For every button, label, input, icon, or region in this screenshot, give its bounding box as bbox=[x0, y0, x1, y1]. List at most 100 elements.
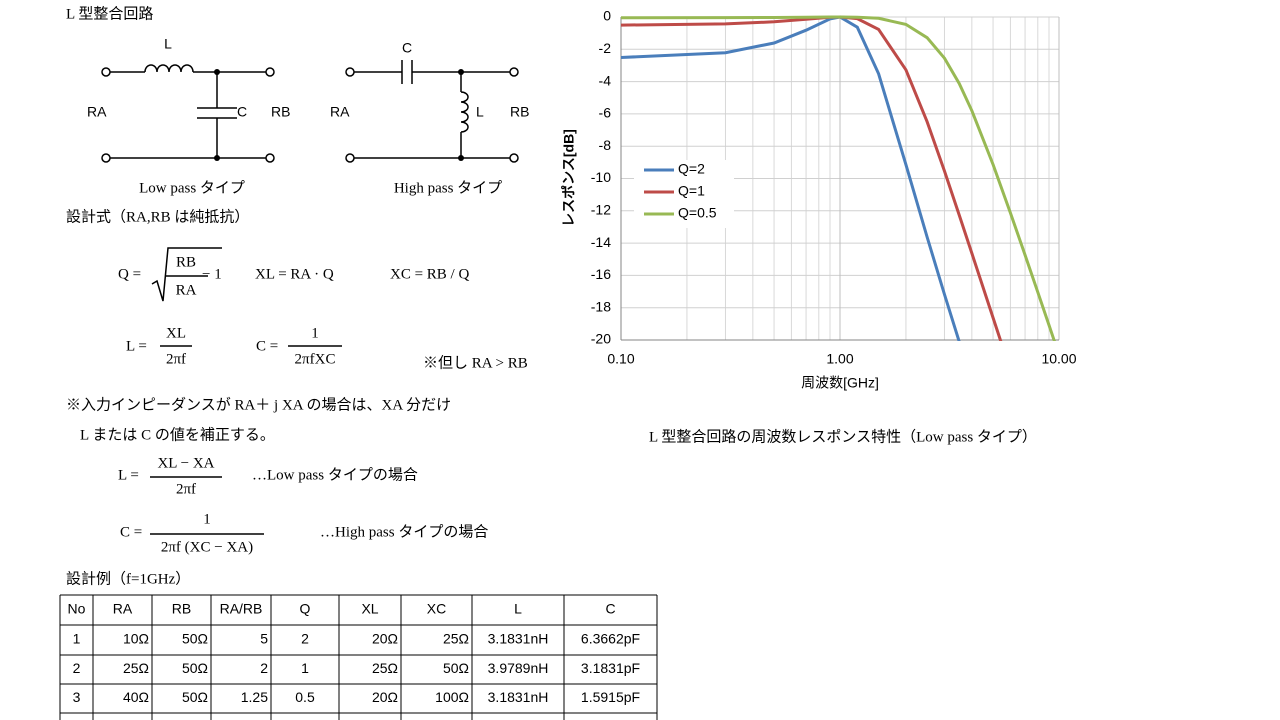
cell: 3.1831nH bbox=[488, 631, 549, 647]
lhs: L = bbox=[126, 338, 147, 354]
cell: 3.1831nH bbox=[488, 689, 549, 705]
cell: 25Ω bbox=[372, 660, 398, 676]
note: ※但し RA > RB bbox=[423, 354, 528, 371]
num: RB bbox=[176, 254, 196, 270]
den: 2πf bbox=[176, 481, 196, 497]
suffix: …High pass タイプの場合 bbox=[320, 523, 488, 540]
label: RB bbox=[271, 104, 290, 120]
label: L bbox=[164, 36, 172, 52]
legend-label: Q=1 bbox=[678, 183, 705, 199]
header-cell: RB bbox=[172, 601, 191, 617]
x-tick-label: 10.00 bbox=[1041, 351, 1076, 367]
tail: − 1 bbox=[202, 266, 222, 282]
cell: 5 bbox=[260, 631, 268, 647]
formula: Q = RB RA − 1 XL = RA · Q XC = RB / Q L … bbox=[118, 247, 528, 371]
y-tick-label: -14 bbox=[591, 234, 611, 250]
header-cell: L bbox=[514, 601, 522, 617]
heading: 設計式（RA,RB は純抵抗） bbox=[66, 208, 249, 225]
table-border bbox=[59, 594, 658, 720]
cell: 1 bbox=[301, 660, 309, 676]
cell: 10Ω bbox=[123, 631, 149, 647]
cell: 3 bbox=[73, 689, 81, 705]
y-tick-label: -10 bbox=[591, 169, 611, 185]
den: RA bbox=[176, 282, 197, 298]
cell: 50Ω bbox=[443, 660, 469, 676]
y-tick-label: -20 bbox=[591, 331, 611, 347]
cell: 40Ω bbox=[123, 689, 149, 705]
label: RA bbox=[87, 104, 107, 120]
num: 1 bbox=[203, 511, 211, 527]
legend-label: Q=0.5 bbox=[678, 205, 717, 221]
heading: 設計例（f=1GHz） bbox=[66, 570, 190, 587]
num: 1 bbox=[311, 325, 319, 341]
cell: 50Ω bbox=[182, 689, 208, 705]
highpass-circuit: C L RA RB High pass タイプ bbox=[330, 40, 529, 197]
cell: 100Ω bbox=[435, 689, 469, 705]
x-tick-label: 0.10 bbox=[607, 351, 634, 367]
label: C bbox=[402, 40, 412, 56]
caption: Low pass タイプ bbox=[139, 179, 245, 196]
cell: 1 bbox=[73, 631, 81, 647]
expr: XL = RA · Q bbox=[255, 266, 334, 282]
den: 2πf (XC − XA) bbox=[161, 539, 253, 555]
chart-caption: L 型整合回路の周波数レスポンス特性（Low pass タイプ） bbox=[649, 428, 1037, 445]
cell: 25Ω bbox=[123, 660, 149, 676]
wires bbox=[110, 64, 266, 159]
header-cell: XL bbox=[361, 601, 378, 617]
formula: L = XL − XA 2πf …Low pass タイプの場合 C = 1 2… bbox=[118, 455, 488, 555]
header-cell: C bbox=[605, 601, 615, 617]
cell: 20Ω bbox=[372, 631, 398, 647]
table: No RA RB RA/RB Q XL XC L C 1 10Ω 50Ω 5 2 20Ω 25Ω 3.1831n… bbox=[59, 594, 658, 720]
note: L または C の値を補正する。 bbox=[80, 426, 275, 443]
lhs: L = bbox=[118, 467, 139, 483]
x-tick-label: 1.00 bbox=[826, 351, 853, 367]
cell: 0.5 bbox=[295, 689, 315, 705]
den: 2πf bbox=[166, 351, 186, 367]
cell: 2 bbox=[260, 660, 268, 676]
y-tick-label: -6 bbox=[599, 105, 612, 121]
cell: 20Ω bbox=[372, 689, 398, 705]
note: ※入力インピーダンスが RA＋ j XA の場合は、XA 分だけ bbox=[66, 396, 451, 413]
lowpass-circuit: L C RA RB Low pass タイプ bbox=[87, 36, 290, 197]
cell: 6.3662pF bbox=[581, 631, 640, 647]
header-cell: RA bbox=[113, 601, 133, 617]
num: XL bbox=[166, 325, 186, 341]
series-line bbox=[621, 15, 1056, 341]
header-cell: Q bbox=[300, 601, 311, 617]
lhs: C = bbox=[120, 524, 142, 540]
header-cell: RA/RB bbox=[220, 601, 263, 617]
cell: 3.1831pF bbox=[581, 660, 640, 676]
y-tick-label: -8 bbox=[599, 137, 612, 153]
y-tick-label: 0 bbox=[603, 8, 611, 24]
wires bbox=[354, 60, 510, 159]
label: C bbox=[237, 104, 247, 120]
legend-label: Q=2 bbox=[678, 161, 705, 177]
series-line bbox=[621, 15, 1003, 341]
label: RB bbox=[510, 104, 529, 120]
y-axis-label: レスポンス[dB] bbox=[561, 129, 577, 227]
y-tick-label: -2 bbox=[599, 40, 612, 56]
x-axis-label: 周波数[GHz] bbox=[801, 375, 879, 391]
header-cell: No bbox=[68, 601, 86, 617]
label: L bbox=[476, 104, 484, 120]
cell: 1.5915pF bbox=[581, 689, 640, 705]
suffix: …Low pass タイプの場合 bbox=[252, 466, 418, 483]
lhs: C = bbox=[256, 338, 278, 354]
cell: 50Ω bbox=[182, 631, 208, 647]
chart: -20-18-16-14-12-10-8-6-4-200.10 1.00 10.00… bbox=[561, 8, 1077, 446]
cell: 1.25 bbox=[241, 689, 268, 705]
lhs: Q = bbox=[118, 266, 141, 282]
label: RA bbox=[330, 104, 350, 120]
cell: 3.9789nH bbox=[488, 660, 549, 676]
y-tick-label: -18 bbox=[591, 298, 611, 314]
y-tick-label: -16 bbox=[591, 266, 611, 282]
num: XL − XA bbox=[157, 455, 214, 471]
y-tick-label: -12 bbox=[591, 202, 611, 218]
cell: 25Ω bbox=[443, 631, 469, 647]
expr: XC = RB / Q bbox=[390, 266, 469, 282]
header-cell: XC bbox=[427, 601, 446, 617]
cell: 2 bbox=[301, 631, 309, 647]
cell: 2 bbox=[73, 660, 81, 676]
cell: 50Ω bbox=[182, 660, 208, 676]
